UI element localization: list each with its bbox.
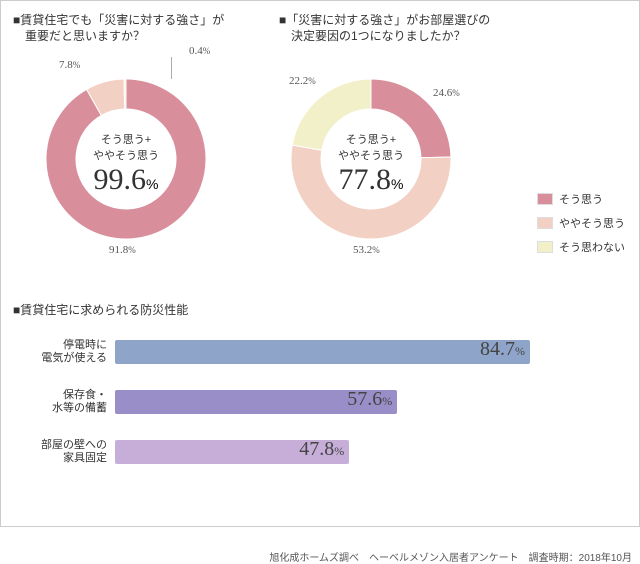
legend-label: ややそう思う xyxy=(559,215,625,231)
legend-row: そう思う xyxy=(537,191,625,207)
q1-center-label: そう思う+ややそう思う xyxy=(1,131,251,163)
bar-fill xyxy=(115,340,530,364)
bar-label: 停電時に電気が使える xyxy=(17,339,107,365)
q1-center-pct: % xyxy=(146,176,158,192)
q1-title-l2: 重要だと思いますか？ xyxy=(13,29,145,43)
q2-center-pct: % xyxy=(391,176,403,192)
bar-track: 47.8% xyxy=(115,440,605,464)
bar-row: 保存食・水等の備蓄 57.6% xyxy=(17,389,605,415)
q1-title-l1: ■賃貸住宅でも「災害に対する強さ」が xyxy=(13,13,224,27)
slice-label: 7.8% xyxy=(59,59,80,71)
bars-title: ■賃貸住宅に求められる防災性能 xyxy=(13,301,188,318)
bar-row: 停電時に電気が使える 84.7% xyxy=(17,339,605,365)
q2-title-l1: ■「災害に対する強さ」がお部屋選びの xyxy=(279,13,490,27)
q1-center: そう思う+ややそう思う 99.6% xyxy=(1,131,251,197)
bar-row: 部屋の壁への家具固定 47.8% xyxy=(17,439,605,465)
legend-row: ややそう思う xyxy=(537,215,625,231)
slice-label: 0.4% xyxy=(189,45,210,57)
q2-title: ■「災害に対する強さ」がお部屋選びの 決定要因の1つになりましたか？ xyxy=(279,13,490,44)
legend-label: そう思わない xyxy=(559,239,625,255)
legend-swatch xyxy=(537,193,553,205)
q2-title-l2: 決定要因の1つになりましたか？ xyxy=(279,29,466,43)
donut-slice xyxy=(87,79,125,115)
q2-center-label: そう思う+ややそう思う xyxy=(246,131,496,163)
bar-value: 47.8% xyxy=(299,438,344,461)
legend-swatch xyxy=(537,217,553,229)
footer-note: 旭化成ホームズ調べ ヘーベルメゾン入居者アンケート 調査時期：2018年10月 xyxy=(0,549,632,564)
q1-leader xyxy=(171,57,172,79)
q2-center-value: 77.8 xyxy=(339,163,392,196)
q2-center: そう思う+ややそう思う 77.8% xyxy=(246,131,496,197)
slice-label: 53.2% xyxy=(353,244,380,256)
bar-label: 部屋の壁への家具固定 xyxy=(17,439,107,465)
slice-label: 24.6% xyxy=(433,87,460,99)
legend-row: そう思わない xyxy=(537,239,625,255)
donut-slice xyxy=(124,79,126,109)
bar-label: 保存食・水等の備蓄 xyxy=(17,389,107,415)
legend: そう思うややそう思うそう思わない xyxy=(537,191,625,263)
bar-track: 57.6% xyxy=(115,390,605,414)
legend-label: そう思う xyxy=(559,191,603,207)
infographic-canvas: ■賃貸住宅でも「災害に対する強さ」が 重要だと思いますか？ ■「災害に対する強さ… xyxy=(0,0,640,527)
bar-value: 84.7% xyxy=(480,338,525,361)
slice-label: 22.2% xyxy=(289,75,316,87)
slice-label: 91.8% xyxy=(109,244,136,256)
bar-value: 57.6% xyxy=(347,388,392,411)
bar-track: 84.7% xyxy=(115,340,605,364)
q1-center-value: 99.6 xyxy=(94,163,147,196)
q1-title: ■賃貸住宅でも「災害に対する強さ」が 重要だと思いますか？ xyxy=(13,13,224,44)
legend-swatch xyxy=(537,241,553,253)
